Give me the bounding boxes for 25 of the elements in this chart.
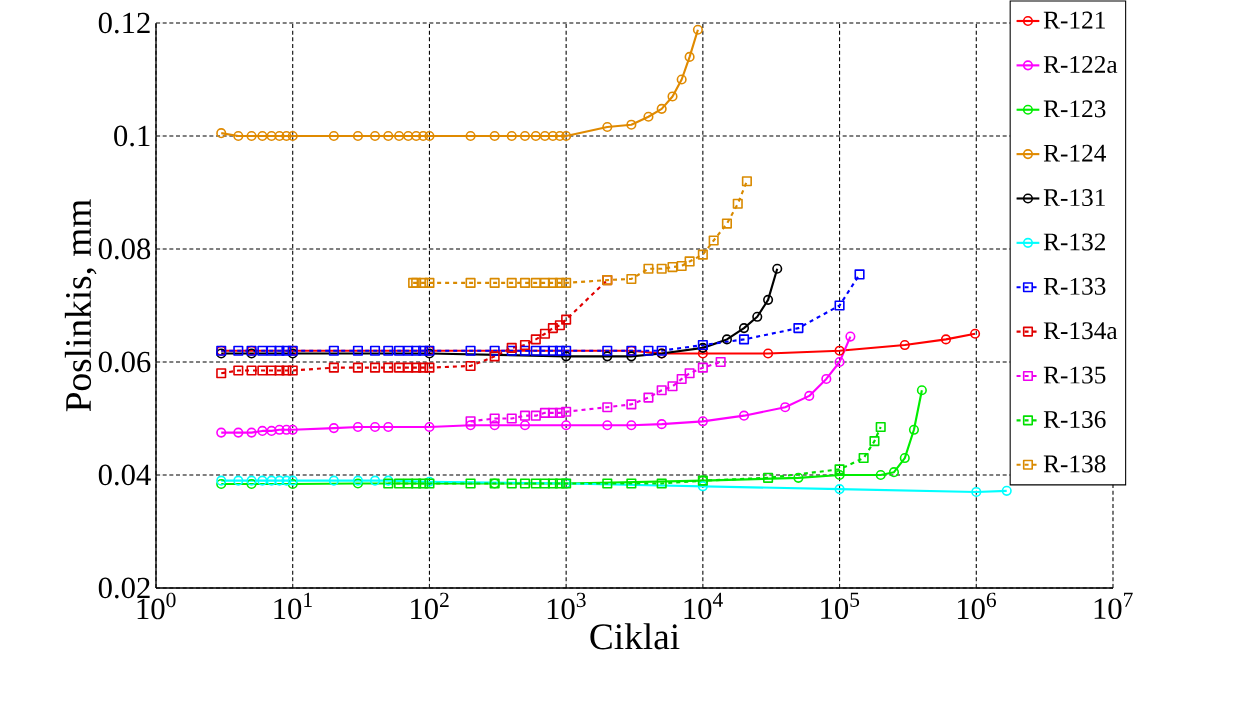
y-axis-title: Poslinkis, mm	[64, 199, 97, 412]
x-tick-label: 10$^{5}$	[821, 592, 860, 620]
y-tick-label: 0.08	[98, 238, 151, 260]
x-tick-label: 10$^{1}$	[274, 592, 312, 620]
legend-label: R-135	[1043, 366, 1106, 384]
legend-label: R-132	[1043, 233, 1106, 251]
legend-label: R-138	[1043, 455, 1106, 473]
x-tick-label: 10$^{4}$	[684, 592, 723, 620]
y-tick-label: 0.06	[98, 351, 151, 373]
x-tick-label: 10$^{7}$	[1094, 592, 1133, 620]
y-tick-label: 0.04	[98, 464, 151, 486]
y-tick-label: 0.12	[98, 12, 150, 34]
legend-label: R-136	[1043, 410, 1106, 428]
y-tick-label: 0.1	[114, 125, 150, 147]
legend-label: R-131	[1043, 189, 1105, 207]
x-tick-label: 10$^{6}$	[957, 592, 997, 620]
legend-label: R-124	[1043, 144, 1107, 162]
legend-label: R-134a	[1043, 322, 1118, 340]
legend-label: R-133	[1043, 277, 1106, 295]
legend-label: R-122a	[1043, 55, 1118, 73]
x-tick-label: 10$^{3}$	[547, 592, 586, 620]
legend-label: R-123	[1043, 100, 1106, 118]
x-tick-label: 10$^{2}$	[411, 592, 449, 620]
legend-label: R-121	[1043, 11, 1105, 29]
x-axis-title: Ciklai	[590, 623, 680, 650]
